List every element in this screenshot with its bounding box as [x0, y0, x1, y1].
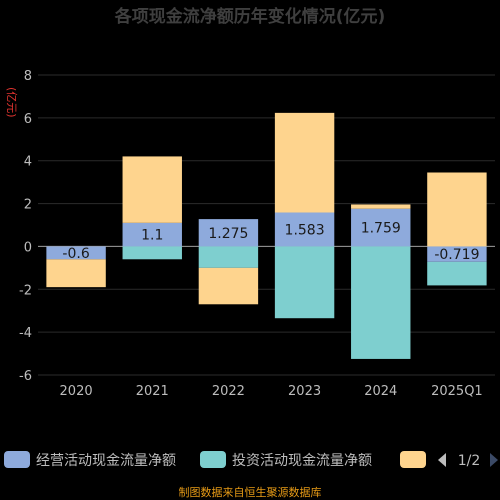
bar-s2-2024: [351, 204, 411, 209]
footer-source: 制图数据来自恒生聚源数据库: [179, 485, 322, 499]
bar-s1-2024: [351, 246, 411, 359]
data-labels: -0.6 1.1 1.275 1.583 1.759 -0.719: [62, 221, 479, 264]
y-tick-label: -4: [19, 326, 32, 341]
bar-s1-2025Q1: [427, 261, 487, 286]
legend-swatch: [400, 451, 426, 468]
y-tick-label: 8: [24, 69, 32, 84]
bar-s0-2020: [46, 246, 106, 260]
y-tick-label: 4: [24, 155, 32, 170]
data-label: 1.583: [285, 222, 325, 238]
y-tick-label: -2: [19, 283, 32, 298]
bars-group: [46, 112, 487, 359]
data-label: 1.759: [361, 221, 401, 237]
legend-page-indicator: 1/2: [458, 453, 481, 469]
bar-s0-2021: [122, 222, 182, 247]
legend-prev-icon[interactable]: [438, 453, 446, 467]
bar-s0-2022: [198, 219, 259, 247]
y-tick-label: 6: [24, 112, 32, 127]
legend: 经营活动现金流量净额 投资活动现金流量净额: [4, 451, 426, 469]
grid-lines: [38, 74, 495, 376]
axis-ticks: -6 -4 -2 0 2 4 6 8 2020 2021 2022 2023 2024 2025Q1: [19, 69, 483, 399]
legend-label: 经营活动现金流量净额: [36, 453, 176, 469]
y-axis-label: (亿元): [5, 87, 18, 118]
bar-s1-2022: [198, 246, 259, 268]
data-label: -0.719: [434, 247, 479, 263]
legend-swatch: [200, 451, 226, 468]
legend-swatch: [4, 451, 30, 468]
legend-next-icon[interactable]: [490, 453, 498, 467]
x-tick-label: 2025Q1: [431, 384, 483, 399]
x-tick-label: 2021: [136, 384, 169, 399]
x-tick-label: 2022: [212, 384, 245, 399]
legend-label: 投资活动现金流量净额: [232, 453, 372, 469]
bar-s2-2020: [46, 259, 106, 288]
bar-s2-2025Q1: [427, 172, 487, 247]
legend-pager: 1/2: [438, 453, 498, 469]
bar-s1-2021: [122, 246, 182, 260]
x-tick-label: 2020: [60, 384, 93, 399]
data-label: 1.1: [141, 228, 163, 244]
data-label: 1.275: [208, 226, 248, 242]
y-tick-label: 0: [24, 240, 32, 255]
bar-s0-2023: [274, 212, 335, 247]
bar-s2-2023: [274, 112, 335, 213]
y-tick-label: -6: [19, 369, 32, 384]
chart-title: 各项现金流净额历年变化情况(亿元): [114, 6, 386, 27]
bar-s2-2021: [122, 156, 182, 223]
x-tick-label: 2024: [364, 384, 397, 399]
bar-s0-2025Q1: [427, 246, 487, 262]
x-tick-label: 2023: [288, 384, 321, 399]
data-label: -0.6: [62, 246, 89, 262]
bar-s1-2023: [274, 246, 335, 319]
bar-s0-2024: [351, 208, 411, 247]
y-tick-label: 2: [24, 198, 32, 213]
bar-s2-2022: [198, 267, 259, 305]
